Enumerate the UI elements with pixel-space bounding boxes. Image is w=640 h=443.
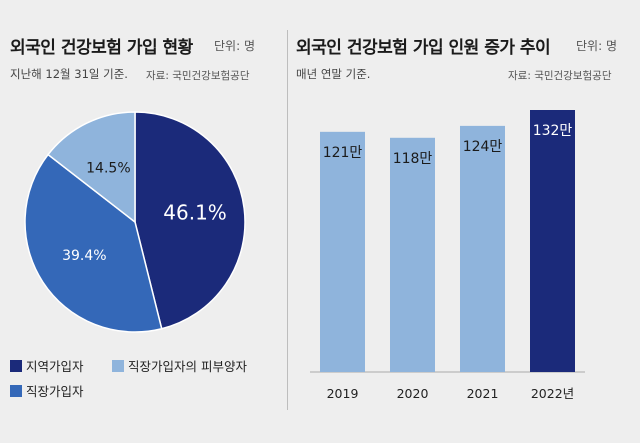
pie-slice-label-0: 46.1% — [163, 201, 227, 225]
pie-chart-title: 외국인 건강보험 가입 현황 — [10, 38, 193, 58]
bar-3 — [530, 110, 575, 372]
legend-swatch-regional — [10, 359, 22, 372]
pie-chart: 46.1% 39.4% 14.5% — [24, 111, 246, 333]
bar-category-label-1: 2020 — [397, 386, 429, 401]
panel-divider — [287, 30, 288, 410]
pie-unit-label: 단위: 명 — [214, 39, 255, 53]
bar-value-label-0: 121만 — [323, 145, 363, 161]
bar-0 — [320, 131, 365, 372]
bar-chart: 121만 2019 118만 2020 124만 2021 132만 2022년 — [310, 110, 585, 401]
pie-source: 자료: 국민건강보험공단 — [146, 70, 250, 82]
left-panel: 외국인 건강보험 가입 현황 단위: 명 지난해 12월 31일 기준. 자료:… — [0, 0, 282, 443]
bar-1 — [390, 137, 435, 372]
pie-slice-1 — [24, 153, 163, 333]
legend-swatch-workplace — [10, 384, 22, 397]
pie-slice-2 — [47, 111, 136, 224]
bar-chart-title: 외국인 건강보험 가입 인원 증가 추이 — [296, 38, 551, 58]
pie-subtitle: 지난해 12월 31일 기준. — [10, 67, 128, 81]
bar-category-label-0: 2019 — [327, 386, 359, 401]
bar-category-label-3: 2022년 — [531, 386, 574, 401]
bar-2 — [460, 125, 505, 372]
legend-item-dependents: 직장가입자의 피부양자 — [112, 356, 247, 375]
legend-label-dependents: 직장가입자의 피부양자 — [128, 359, 247, 374]
right-panel: 외국인 건강보험 가입 인원 증가 추이 단위: 명 매년 연말 기준. 자료:… — [290, 0, 640, 443]
legend-label-regional: 지역가입자 — [26, 359, 84, 374]
pie-slice-label-2: 14.5% — [86, 161, 130, 177]
pie-slice-0 — [134, 111, 246, 330]
pie-slice-label-1: 39.4% — [62, 248, 106, 264]
legend-swatch-dependents — [112, 359, 124, 372]
bar-category-label-2: 2021 — [467, 386, 499, 401]
bar-subtitle: 매년 연말 기준. — [296, 67, 371, 81]
legend-item-regional: 지역가입자 — [10, 356, 84, 375]
legend-label-workplace: 직장가입자 — [26, 384, 84, 399]
bar-value-label-2: 124만 — [463, 139, 503, 155]
bar-source: 자료: 국민건강보험공단 — [508, 70, 612, 82]
bar-value-label-1: 118만 — [393, 151, 433, 167]
bar-value-label-3: 132만 — [533, 123, 573, 139]
bar-unit-label: 단위: 명 — [576, 39, 617, 53]
legend-item-workplace: 직장가입자 — [10, 381, 84, 400]
